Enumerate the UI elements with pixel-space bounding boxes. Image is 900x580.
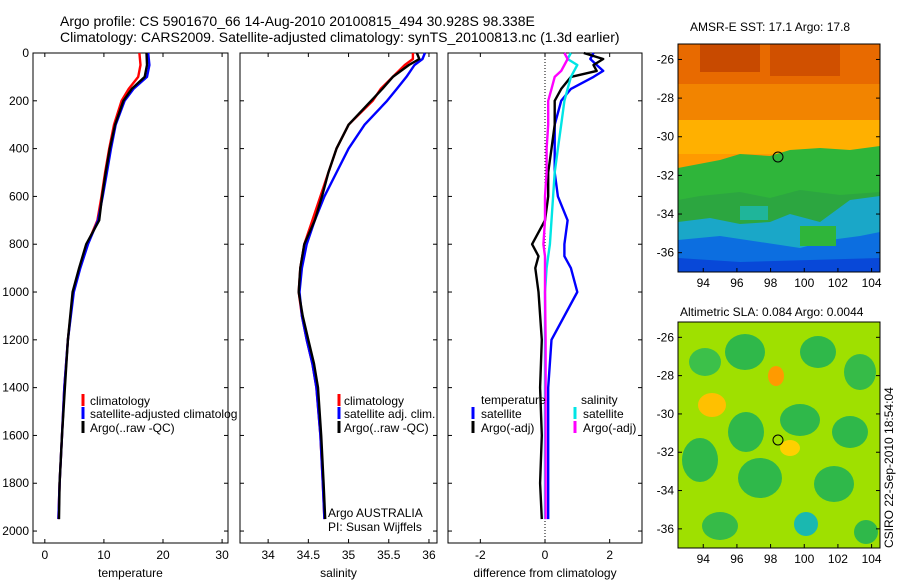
legend-label: satellite <box>481 407 522 421</box>
map-y-tick-label: -30 <box>657 407 675 421</box>
y-tick-label: 200 <box>9 94 29 108</box>
series-line-2 <box>57 52 151 520</box>
legend-label: Argo(..raw -QC) <box>344 421 429 435</box>
x-tick-label: 2 <box>606 548 613 562</box>
map-x-tick-label: 102 <box>828 552 848 566</box>
legend-label: satellite adj. clim. <box>344 407 435 421</box>
map-y-tick-label: -28 <box>657 369 675 383</box>
y-tick-label: 1800 <box>2 476 29 490</box>
series-line-2 <box>298 52 427 520</box>
series-line-1 <box>297 53 415 520</box>
x-tick-label: 0 <box>41 548 48 562</box>
y-tick-label: 400 <box>9 142 29 156</box>
y-tick-label: 1200 <box>2 333 29 347</box>
map-x-tick-label: 104 <box>862 552 882 566</box>
legend-label: Argo(-adj) <box>481 421 534 435</box>
map-y-tick-label: -30 <box>657 130 675 144</box>
series-line-3 <box>297 52 421 520</box>
y-tick-label: 2000 <box>2 524 29 538</box>
footer-timestamp: CSIRO 22-Sep-2010 18:54:04 <box>882 387 896 548</box>
x-tick-label: 35 <box>342 548 356 562</box>
map-x-tick-label: 94 <box>697 552 711 566</box>
float-annotation-line-2: PI: Susan Wijffels <box>328 520 422 534</box>
map-y-tick-label: -26 <box>657 330 675 344</box>
map-y-tick-label: -32 <box>657 445 675 459</box>
x-tick-label: 10 <box>97 548 111 562</box>
float-annotation-line-1: Argo AUSTRALIA <box>328 506 423 520</box>
map-x-tick-label: 96 <box>730 276 744 290</box>
map-y-tick-label: -34 <box>657 207 675 221</box>
y-tick-label: 600 <box>9 189 29 203</box>
x-tick-label: 35.5 <box>377 548 401 562</box>
map-x-tick-label: 94 <box>697 276 711 290</box>
x-axis-label: temperature <box>98 566 163 580</box>
map-y-tick-label: -28 <box>657 91 675 105</box>
map-x-tick-label: 100 <box>794 276 814 290</box>
sst-profile-marker <box>772 151 784 163</box>
sla-map-title: Altimetric SLA: 0.084 Argo: 0.0044 <box>680 305 864 319</box>
map-y-tick-label: -36 <box>657 522 675 536</box>
map-y-tick-label: -32 <box>657 168 675 182</box>
map-x-tick-label: 98 <box>764 552 778 566</box>
map-x-tick-label: 98 <box>764 276 778 290</box>
plot-frame <box>32 52 229 544</box>
x-tick-label: -2 <box>475 548 486 562</box>
temperature-legend: climatology satellite-adjusted climatolo… <box>81 394 237 435</box>
series-line-2 <box>530 51 605 520</box>
x-tick-label: 30 <box>215 548 229 562</box>
series-line-3 <box>57 52 149 520</box>
salinity-legend: climatology satellite adj. clim. Argo(..… <box>328 394 435 534</box>
map-y-tick-label: -26 <box>657 52 675 66</box>
x-tick-label: 34.5 <box>297 548 321 562</box>
sst-map-title: AMSR-E SST: 17.1 Argo: 17.8 <box>690 20 850 34</box>
legend-label: climatology <box>344 394 404 408</box>
series-line-1 <box>547 52 605 520</box>
x-tick-label: 36 <box>422 548 436 562</box>
x-tick-label: 20 <box>156 548 170 562</box>
y-tick-label: 0 <box>22 46 29 60</box>
title-line-1: Argo profile: CS 5901670_66 14-Aug-2010 … <box>60 13 535 29</box>
map-x-tick-label: 100 <box>794 552 814 566</box>
map-y-tick-label: -34 <box>657 484 675 498</box>
legend-label: Argo(..raw -QC) <box>90 421 175 435</box>
difference-legend: temperature satellite Argo(-adj) salinit… <box>471 393 636 435</box>
legend-label: climatology <box>90 394 150 408</box>
sla-profile-marker <box>772 434 784 446</box>
sla-heatmap <box>678 322 880 548</box>
map-x-tick-label: 96 <box>730 552 744 566</box>
legend-label: satellite <box>583 407 624 421</box>
y-tick-label: 1000 <box>2 285 29 299</box>
sst-heatmap <box>678 44 880 272</box>
x-tick-label: 0 <box>542 548 549 562</box>
y-tick-label: 800 <box>9 237 29 251</box>
plot-frame <box>239 52 438 544</box>
difference-panel: -2 0 2 difference from climatology <box>447 51 643 580</box>
map-x-tick-label: 102 <box>828 276 848 290</box>
x-axis-label: salinity <box>320 566 357 580</box>
map-x-tick-label: 104 <box>862 276 882 290</box>
x-axis-label: difference from climatology <box>473 566 616 580</box>
title-line-2: Climatology: CARS2009. Satellite-adjuste… <box>60 29 620 45</box>
legend-title-salinity: salinity <box>581 393 618 407</box>
series-line-4 <box>542 52 569 520</box>
series-line-3 <box>543 52 579 520</box>
y-tick-label: 1400 <box>2 381 29 395</box>
legend-label: Argo(-adj) <box>583 421 636 435</box>
y-tick-label: 1600 <box>2 428 29 442</box>
map-y-tick-label: -36 <box>657 246 675 260</box>
salinity-panel: 34 34.5 35 35.5 36 salinity <box>239 52 438 580</box>
legend-label: satellite-adjusted climatolog <box>90 407 237 421</box>
x-tick-label: 34 <box>261 548 275 562</box>
series-line-1 <box>57 52 142 520</box>
legend-title-temperature: temperature <box>481 393 546 407</box>
temperature-panel: 0 200 400 600 800 1000 1200 1400 1600 1800 2000 0 10… <box>2 46 229 580</box>
